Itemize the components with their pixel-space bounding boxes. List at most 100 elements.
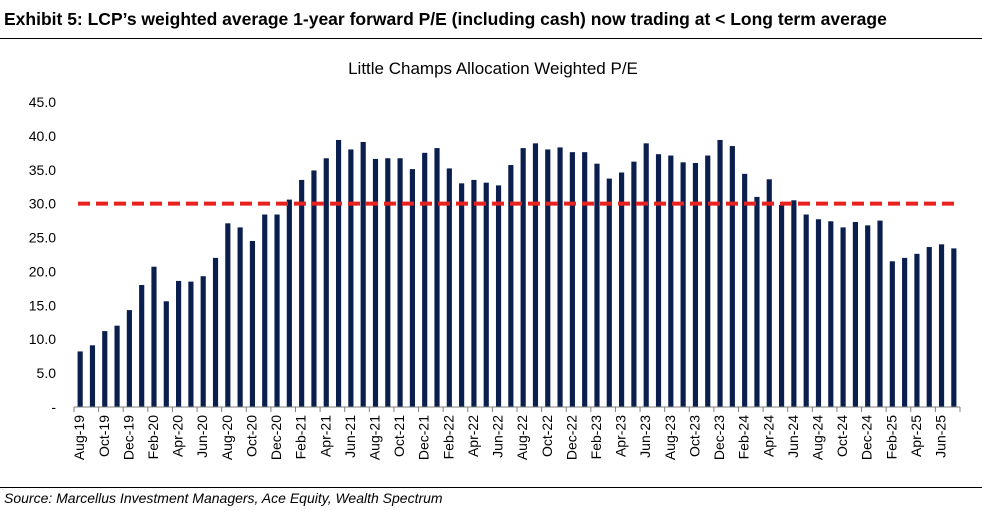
bar <box>803 214 809 407</box>
x-tick-label: Aug-23 <box>662 415 678 460</box>
x-tick-label: Apr-22 <box>465 415 481 457</box>
y-axis-ticks: - 5.0 10.0 15.0 20.0 25.0 30.0 35.0 40.0 45.0 <box>29 94 57 415</box>
x-tick-label: Feb-25 <box>883 415 899 460</box>
bar <box>865 225 871 407</box>
y-tick-label: 15.0 <box>29 297 56 313</box>
bar <box>815 219 822 407</box>
bar <box>766 179 772 407</box>
bar <box>889 261 895 407</box>
x-tick-label: Feb-21 <box>293 415 309 460</box>
x-tick-label: Apr-20 <box>170 415 186 457</box>
bar <box>692 163 699 407</box>
bar <box>606 178 612 407</box>
bar <box>631 161 637 407</box>
bar <box>483 182 489 407</box>
bar <box>237 227 243 407</box>
bar <box>372 158 379 407</box>
y-tick-label: 25.0 <box>29 230 56 246</box>
bar <box>188 281 194 407</box>
bar <box>508 165 514 407</box>
x-tick-label: Oct-21 <box>391 415 407 457</box>
bar <box>348 149 354 407</box>
bar <box>619 172 625 407</box>
bar <box>680 162 686 407</box>
y-tick-label: - <box>51 399 56 415</box>
x-axis-ticks: Aug-19 Oct-19 Dec-19 Feb-20 Apr-20 Jun-20 Aug-… <box>71 415 948 460</box>
x-tick-label: Feb-23 <box>588 415 604 460</box>
y-tick-label: 5.0 <box>37 365 57 381</box>
bar <box>249 240 256 407</box>
bar <box>742 173 748 407</box>
bar <box>360 141 366 407</box>
bar <box>717 139 723 407</box>
x-tick-label: Feb-20 <box>145 415 161 460</box>
bar <box>668 155 674 407</box>
x-tick-label: Dec-19 <box>120 415 136 460</box>
bar <box>778 205 785 407</box>
x-tick-label: Apr-24 <box>760 415 776 457</box>
bar <box>274 214 280 407</box>
x-tick-label: Oct-20 <box>243 415 259 457</box>
bar <box>594 163 600 407</box>
x-tick-label: Dec-22 <box>563 415 579 460</box>
bar <box>582 152 588 407</box>
bar <box>643 143 649 407</box>
bar <box>902 257 908 407</box>
bar <box>176 280 182 407</box>
bar <box>89 345 96 407</box>
y-tick-label: 45.0 <box>29 94 56 110</box>
x-tick-label: Apr-21 <box>317 415 333 457</box>
bar <box>471 179 477 407</box>
x-tick-label: Dec-20 <box>268 415 284 460</box>
bar <box>323 158 329 407</box>
y-tick-label: 35.0 <box>29 162 56 178</box>
bar <box>114 325 120 407</box>
bar <box>938 244 945 407</box>
x-tick-label: Dec-24 <box>859 415 875 460</box>
x-tick-label: Feb-24 <box>736 415 752 460</box>
bar <box>877 220 883 407</box>
bar <box>200 276 206 407</box>
bar <box>569 152 575 407</box>
exhibit-title: Exhibit 5: LCP’s weighted average 1-year… <box>4 9 887 29</box>
x-axis-tick-marks <box>73 407 961 412</box>
x-tick-label: Jun-21 <box>342 415 358 458</box>
bar <box>926 247 932 407</box>
x-tick-label: Oct-23 <box>686 415 702 457</box>
bar <box>532 143 539 407</box>
x-tick-label: Apr-25 <box>908 415 924 457</box>
bar <box>705 155 711 407</box>
bar <box>262 214 268 407</box>
y-tick-label: 20.0 <box>29 263 56 279</box>
x-tick-label: Oct-22 <box>539 415 555 457</box>
bar <box>446 168 452 407</box>
bar <box>434 148 440 407</box>
x-tick-label: Aug-21 <box>366 415 382 460</box>
bar <box>212 257 219 407</box>
bar <box>914 253 920 407</box>
bar <box>459 183 465 407</box>
bar <box>299 179 305 407</box>
x-tick-label: Oct-19 <box>96 415 112 457</box>
bar <box>311 170 317 407</box>
bar <box>729 146 735 407</box>
bar <box>102 331 108 407</box>
x-tick-label: Aug-19 <box>71 415 87 460</box>
y-tick-label: 30.0 <box>29 196 56 212</box>
pe-bar-chart: Little Champs Allocation Weighted P/E - 5… <box>29 59 961 460</box>
bar <box>151 266 157 407</box>
y-tick-label: 40.0 <box>29 128 56 144</box>
bar <box>840 227 846 407</box>
x-tick-label: Oct-24 <box>834 415 850 457</box>
bar <box>409 169 415 407</box>
bar <box>495 185 502 407</box>
y-tick-label: 10.0 <box>29 331 56 347</box>
bar <box>545 149 551 407</box>
bar <box>385 158 391 407</box>
x-tick-label: Apr-23 <box>613 415 629 457</box>
bar <box>520 148 526 407</box>
bar <box>77 351 83 407</box>
x-tick-label: Aug-24 <box>809 415 825 460</box>
x-tick-label: Dec-23 <box>711 415 727 460</box>
x-tick-label: Jun-25 <box>933 415 949 458</box>
